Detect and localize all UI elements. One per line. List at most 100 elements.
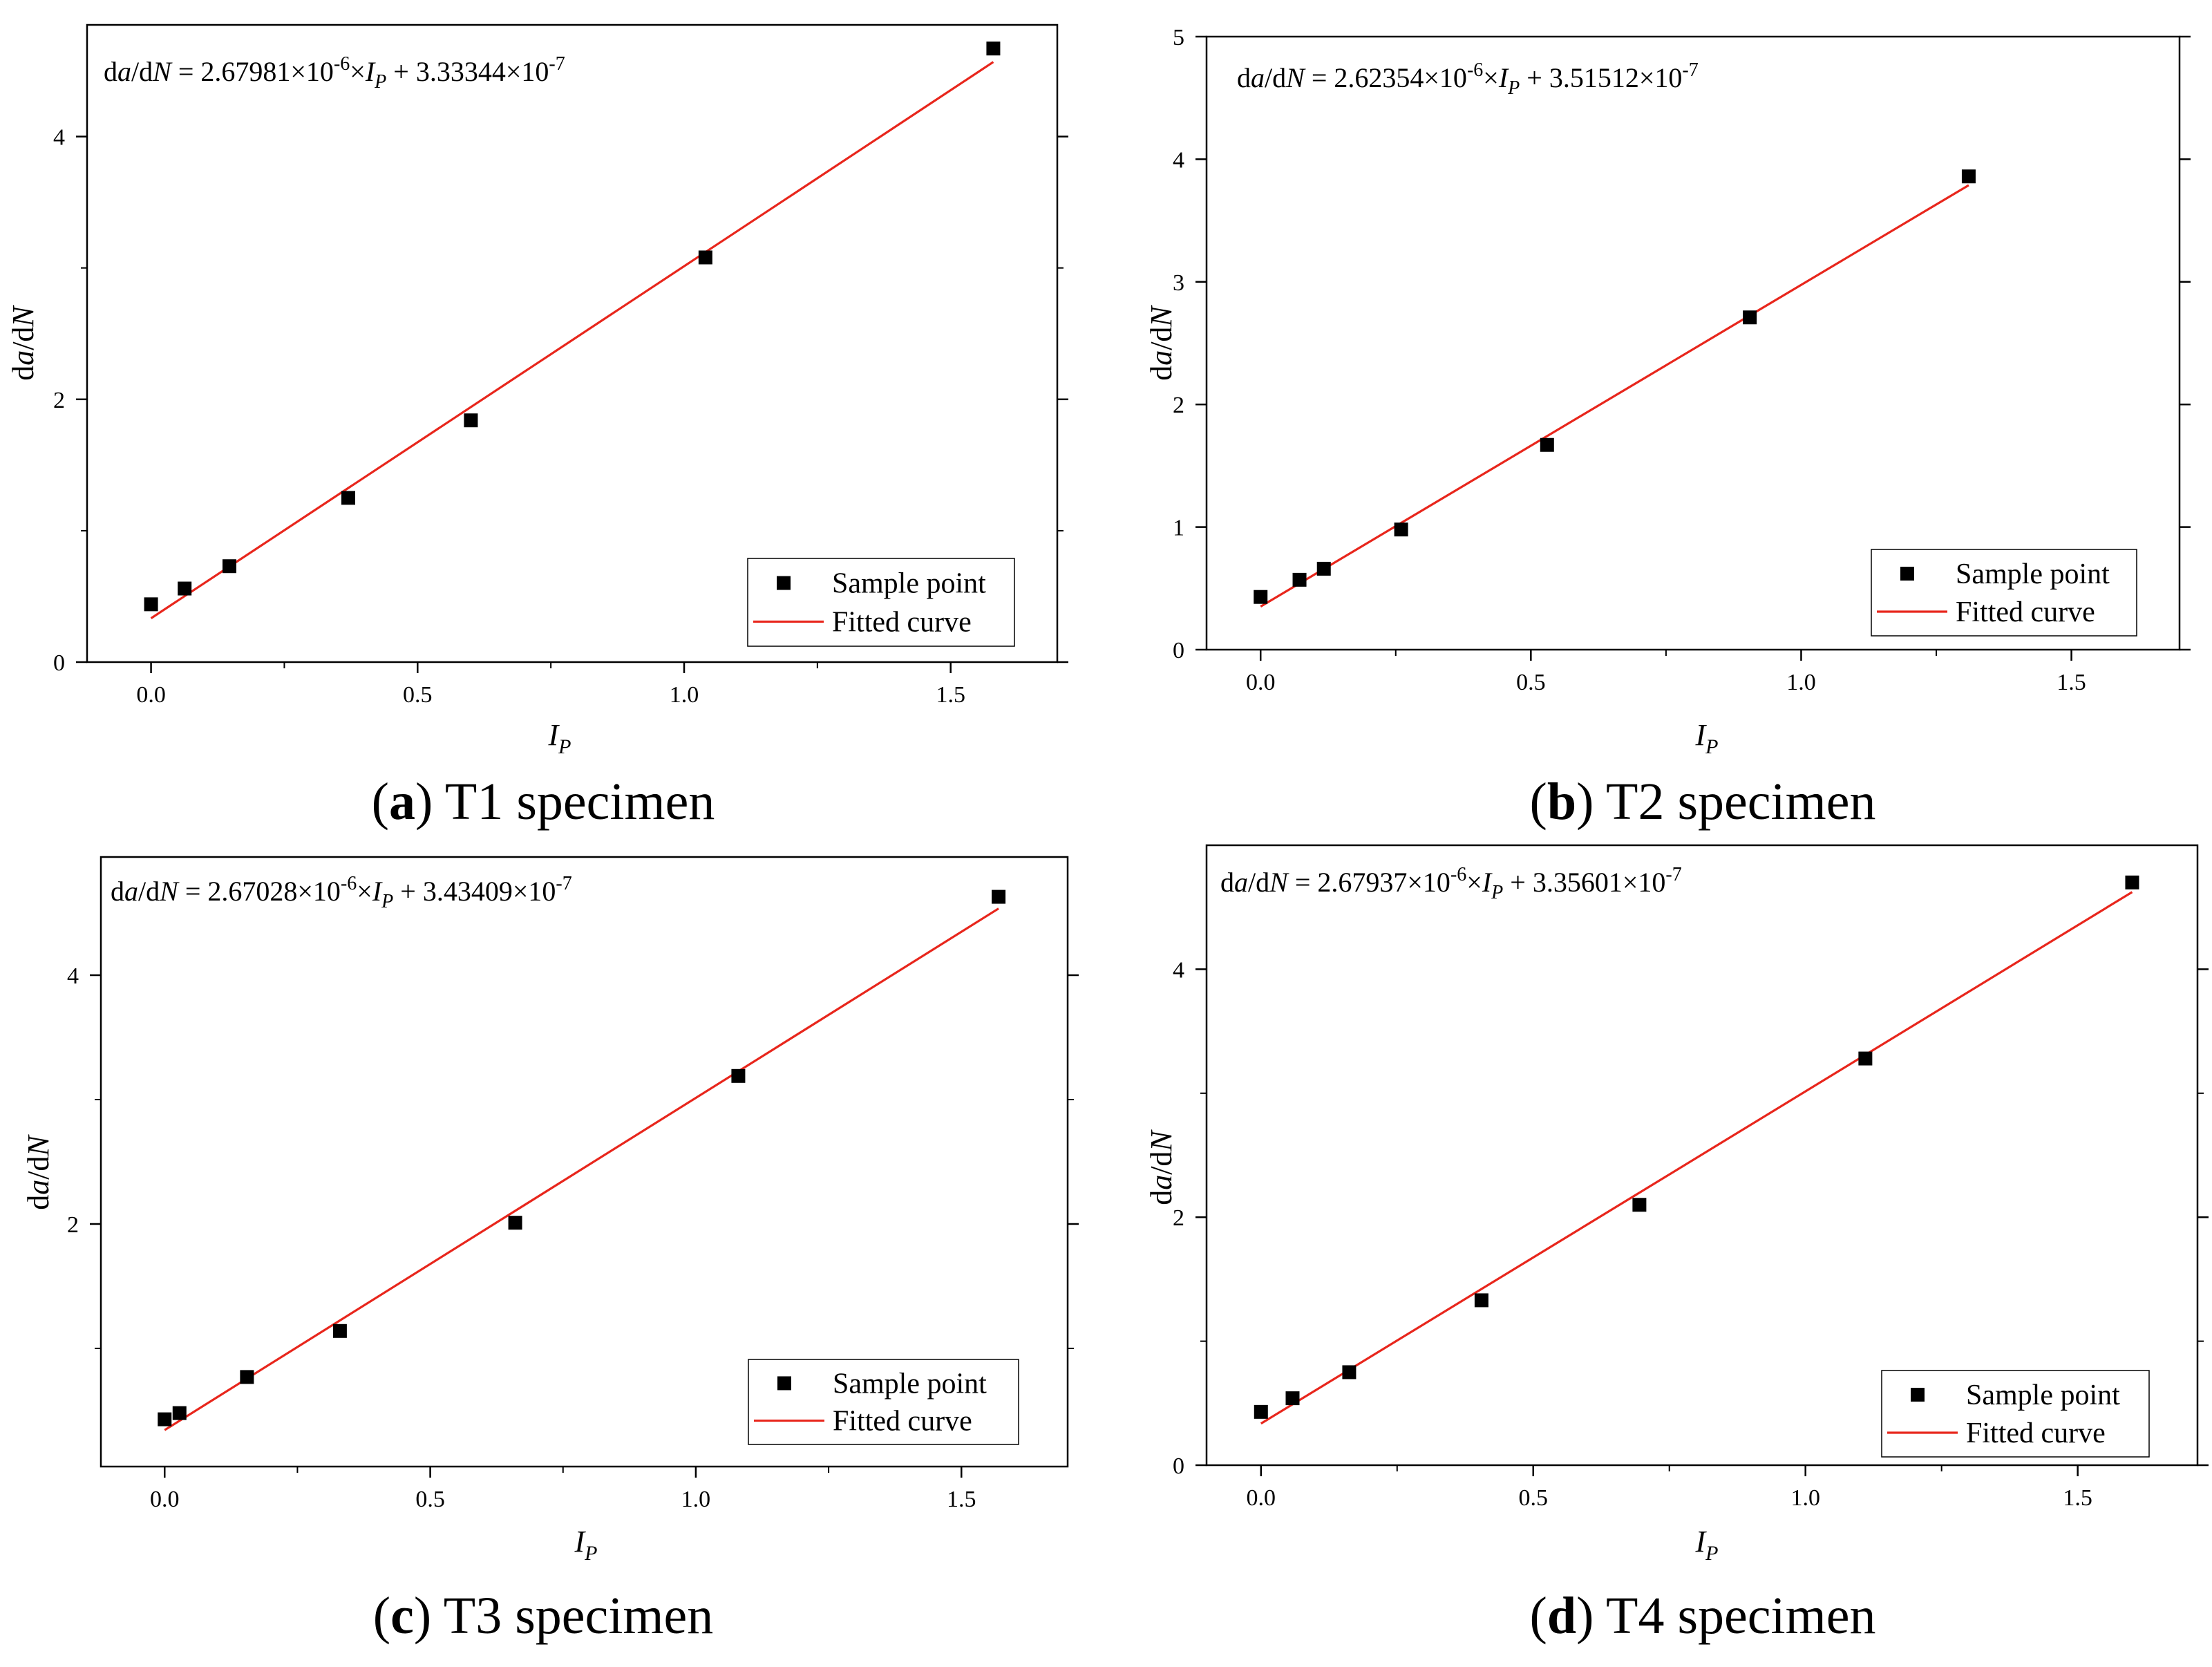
ylabel-part: N — [6, 305, 40, 328]
eq-part: = 2.67981×10 — [171, 56, 334, 87]
caption-letter: b — [1547, 773, 1576, 831]
sample-point — [341, 491, 355, 505]
panel-caption: (d) T4 specimen — [1530, 1587, 1876, 1645]
sample-point — [1316, 561, 1331, 576]
ylabel-part: a — [21, 1180, 55, 1195]
sample-point — [986, 41, 1001, 56]
ylabel-part: d — [21, 1195, 55, 1210]
legend-label-fit: Fitted curve — [1966, 1418, 2106, 1449]
eq-part: /d — [1248, 867, 1269, 898]
legend-box — [747, 558, 1015, 647]
x-axis-label: IP — [548, 718, 571, 758]
y-axis-label: da/dN — [1144, 1129, 1178, 1205]
x-tick-label: 1.0 — [1790, 1485, 1820, 1511]
ylabel-part: d — [1144, 1190, 1178, 1205]
eq-part: = 2.67028×10 — [178, 876, 341, 907]
ylabel-part: N — [1144, 305, 1178, 328]
y-tick-label: 0 — [1173, 1453, 1184, 1479]
plot-frame — [1205, 844, 2199, 1467]
x-tick-label: 0.5 — [403, 682, 433, 708]
x-tick-label: 1.5 — [2057, 670, 2086, 695]
sample-point — [1285, 1391, 1300, 1406]
eq-part: = 2.67937×10 — [1288, 867, 1450, 898]
eq-subscript: P — [374, 71, 386, 93]
ylabel-part: d — [6, 366, 40, 381]
eq-part: a — [1251, 62, 1265, 93]
sample-point — [178, 581, 192, 596]
sample-point — [1394, 522, 1408, 537]
legend-label-sample: Sample point — [832, 568, 986, 600]
eq-part: N — [1269, 867, 1289, 898]
y-tick-label: 2 — [1173, 1205, 1184, 1231]
sample-point — [222, 559, 236, 574]
sample-point — [158, 1412, 172, 1426]
y-tick-label: 4 — [67, 963, 79, 989]
fit-equation: da/dN = 2.67028×10-6×IP + 3.43409×10-7 — [111, 873, 572, 912]
fit-equation: da/dN = 2.67937×10-6×IP + 3.35601×10-7 — [1220, 864, 1682, 903]
legend-box — [748, 1359, 1019, 1445]
eq-part: I — [365, 56, 376, 87]
eq-exponent: -7 — [1665, 864, 1681, 885]
eq-exponent: -7 — [1682, 59, 1698, 81]
panel-caption: (b) T2 specimen — [1530, 773, 1876, 831]
sample-point — [1292, 572, 1307, 587]
y-tick-label: 4 — [1173, 957, 1184, 983]
legend-marker-square — [777, 1376, 791, 1391]
y-axis-label: da/dN — [1144, 305, 1178, 381]
y-tick-label: 2 — [1173, 393, 1184, 418]
sample-point — [144, 597, 158, 612]
sample-point — [1540, 437, 1554, 452]
x-tick-label: 1.5 — [936, 682, 965, 708]
eq-part: d — [104, 56, 117, 87]
plot-frame — [1205, 35, 2181, 651]
sample-point — [1632, 1198, 1647, 1212]
sample-point — [508, 1216, 522, 1230]
xlabel-main: I — [548, 718, 560, 752]
legend-label-fit: Fitted curve — [1956, 596, 2095, 628]
sample-point — [1961, 169, 1976, 184]
caption-letter: c — [390, 1587, 414, 1645]
caption-paren: ( — [373, 1587, 390, 1645]
caption-paren: ) — [1576, 1587, 1606, 1645]
x-tick-label: 0.0 — [150, 1487, 180, 1512]
caption-letter: d — [1547, 1587, 1576, 1645]
x-tick-label: 0.0 — [136, 682, 166, 708]
legend-label-fit: Fitted curve — [832, 606, 972, 638]
ylabel-part: N — [1144, 1129, 1178, 1152]
xlabel-subscript: P — [558, 735, 571, 758]
legend-label-fit: Fitted curve — [833, 1406, 972, 1438]
xlabel-main: I — [1695, 1525, 1708, 1558]
eq-part: + 3.33344×10 — [386, 56, 549, 87]
caption-text: T3 specimen — [444, 1587, 713, 1645]
ylabel-part: /d — [1144, 327, 1178, 350]
sample-point — [332, 1324, 347, 1338]
ylabel-part: d — [1144, 366, 1178, 381]
sample-point — [1254, 1404, 1268, 1419]
ylabel-part: /d — [1144, 1151, 1178, 1175]
y-tick-label: 1 — [1173, 516, 1184, 541]
ylabel-part: a — [1144, 350, 1178, 366]
eq-part: d — [1237, 62, 1251, 93]
eq-exponent: -6 — [1450, 864, 1466, 885]
x-tick-label: 0.5 — [1518, 1485, 1548, 1511]
eq-part: a — [1234, 867, 1248, 898]
sample-point — [1858, 1051, 1873, 1066]
legend-marker-square — [1911, 1388, 1925, 1402]
panel-caption: (c) T3 specimen — [373, 1587, 713, 1645]
x-axis-label: IP — [574, 1525, 598, 1565]
eq-exponent: -7 — [549, 53, 565, 75]
y-tick-label: 4 — [1173, 147, 1184, 173]
legend-marker-square — [1900, 567, 1914, 581]
sample-point — [1743, 310, 1757, 325]
caption-text: T1 specimen — [445, 773, 715, 831]
eq-part: a — [117, 56, 131, 87]
caption-paren: ) — [415, 773, 445, 831]
eq-exponent: -7 — [556, 873, 571, 894]
y-tick-label: 0 — [1173, 638, 1184, 663]
x-tick-label: 0.0 — [1247, 1485, 1276, 1511]
caption-paren: ( — [1530, 773, 1547, 831]
legend-label-sample: Sample point — [833, 1368, 987, 1400]
